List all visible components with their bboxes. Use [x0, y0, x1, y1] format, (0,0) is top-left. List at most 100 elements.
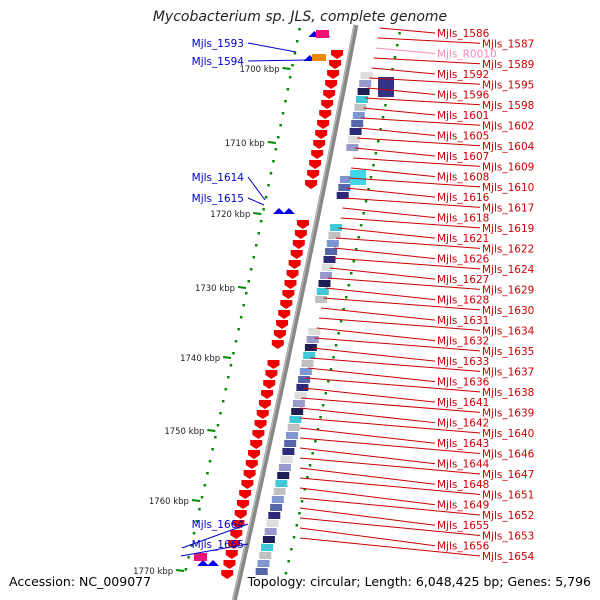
minor-tick — [339, 320, 343, 323]
gene-block-cyan — [350, 170, 366, 185]
right-leader-line — [314, 337, 481, 352]
minor-tick — [292, 536, 296, 539]
right-gene-label: Mjls_1604 — [482, 141, 535, 153]
reverse-gene-arrow — [243, 470, 256, 479]
gene-block — [323, 256, 336, 263]
minor-tick — [337, 332, 340, 335]
major-tick — [282, 67, 291, 70]
minor-tick — [221, 400, 225, 403]
right-leader-line — [334, 247, 436, 260]
minor-tick — [384, 104, 387, 107]
major-tick — [223, 356, 232, 359]
right-leader-line — [303, 387, 436, 403]
right-leader-line — [369, 77, 481, 85]
gene-block — [255, 568, 268, 575]
right-leader-line — [299, 467, 436, 485]
right-gene-label: Mjls_1592 — [437, 69, 489, 81]
reverse-gene-arrow — [292, 240, 305, 249]
backbone-layer — [231, 24, 359, 600]
right-gene-label: Mjls_1653 — [482, 530, 534, 542]
minor-tick — [192, 532, 196, 535]
right-gene-label: Mjls_1651 — [482, 489, 534, 501]
minor-tick — [288, 76, 292, 79]
gene-block-orange — [312, 54, 326, 61]
right-gene-label: Mjls_1647 — [482, 469, 534, 481]
left-gene-label: Mjls_1614 — [192, 172, 245, 184]
minor-tick — [308, 464, 312, 467]
right-gene-label: Mjls_1655 — [437, 520, 489, 532]
reverse-gene-arrow — [236, 500, 249, 509]
right-leader-line — [363, 107, 436, 116]
right-leader-line — [329, 267, 436, 280]
minor-tick — [300, 500, 304, 503]
right-gene-label: Mjls_1646 — [482, 448, 535, 460]
right-leader-line — [331, 257, 481, 270]
tick-label: 1730 kbp — [195, 284, 235, 294]
gene-block — [284, 440, 297, 447]
minor-tick — [293, 52, 297, 55]
major-tick — [253, 212, 262, 215]
left-leader-line — [180, 543, 249, 557]
right-leader-line — [299, 427, 436, 444]
minor-tick — [381, 116, 385, 119]
right-gene-label: Mjls_1638 — [482, 387, 534, 399]
gene-block — [271, 496, 284, 503]
gene-block — [303, 352, 316, 359]
minor-tick — [290, 548, 293, 551]
right-gene-label: Mjls_1641 — [437, 397, 489, 409]
right-gene-label: Mjls_1609 — [482, 161, 534, 173]
reverse-gene-arrow — [261, 390, 274, 399]
forward-gene-arrow — [282, 208, 295, 214]
gene-block — [292, 400, 305, 407]
right-leader-line — [299, 407, 436, 424]
rna-block — [316, 30, 329, 38]
gene-block — [351, 120, 364, 127]
gene-block — [320, 272, 333, 279]
minor-tick — [284, 100, 287, 103]
reverse-gene-arrow — [311, 150, 324, 159]
gene-block — [257, 560, 270, 567]
minor-tick — [377, 140, 380, 143]
left-gene-label: Mjls_1615 — [192, 193, 244, 205]
reverse-gene-arrow — [263, 380, 276, 389]
minor-tick — [364, 200, 368, 203]
right-gene-label: Mjls_1589 — [482, 59, 534, 71]
right-gene-label: Mjls_1616 — [437, 192, 490, 204]
right-gene-label: Mjls_1628 — [437, 295, 489, 307]
gene-block — [328, 232, 341, 239]
right-gene-label: Mjls_1656 — [437, 541, 490, 553]
minor-tick — [372, 164, 375, 167]
minor-tick — [219, 412, 222, 415]
minor-tick — [257, 232, 260, 235]
gene-block — [306, 336, 319, 343]
minor-tick — [190, 544, 193, 547]
tick-label: 1710 kbp — [225, 139, 265, 149]
minor-tick — [274, 148, 278, 151]
right-leader-line — [299, 537, 481, 557]
minor-tick — [229, 364, 233, 367]
minor-tick — [367, 188, 370, 191]
left-leader-line — [247, 176, 266, 201]
right-gene-label: Mjls_1643 — [437, 438, 489, 450]
minor-tick — [267, 184, 270, 187]
gene-block — [259, 552, 272, 559]
reverse-gene-arrow — [286, 270, 299, 279]
gene-block — [325, 248, 338, 255]
right-leader-line — [344, 197, 481, 208]
gene-block — [287, 424, 300, 431]
minor-tick — [203, 484, 206, 487]
reverse-gene-arrow — [256, 410, 269, 419]
minor-tick — [332, 356, 335, 359]
reverse-gene-arrow — [221, 570, 234, 579]
minor-tick — [393, 56, 397, 59]
gene-block — [270, 504, 283, 511]
reverse-gene-arrow — [258, 400, 271, 409]
minor-tick — [237, 328, 240, 331]
gene-block — [266, 520, 279, 527]
minor-tick — [281, 112, 285, 115]
right-leader-line — [310, 357, 481, 372]
gene-block — [299, 368, 312, 375]
gene-block — [294, 392, 307, 399]
minor-tick — [239, 316, 243, 319]
right-gene-label: Mjls_1621 — [437, 233, 489, 245]
